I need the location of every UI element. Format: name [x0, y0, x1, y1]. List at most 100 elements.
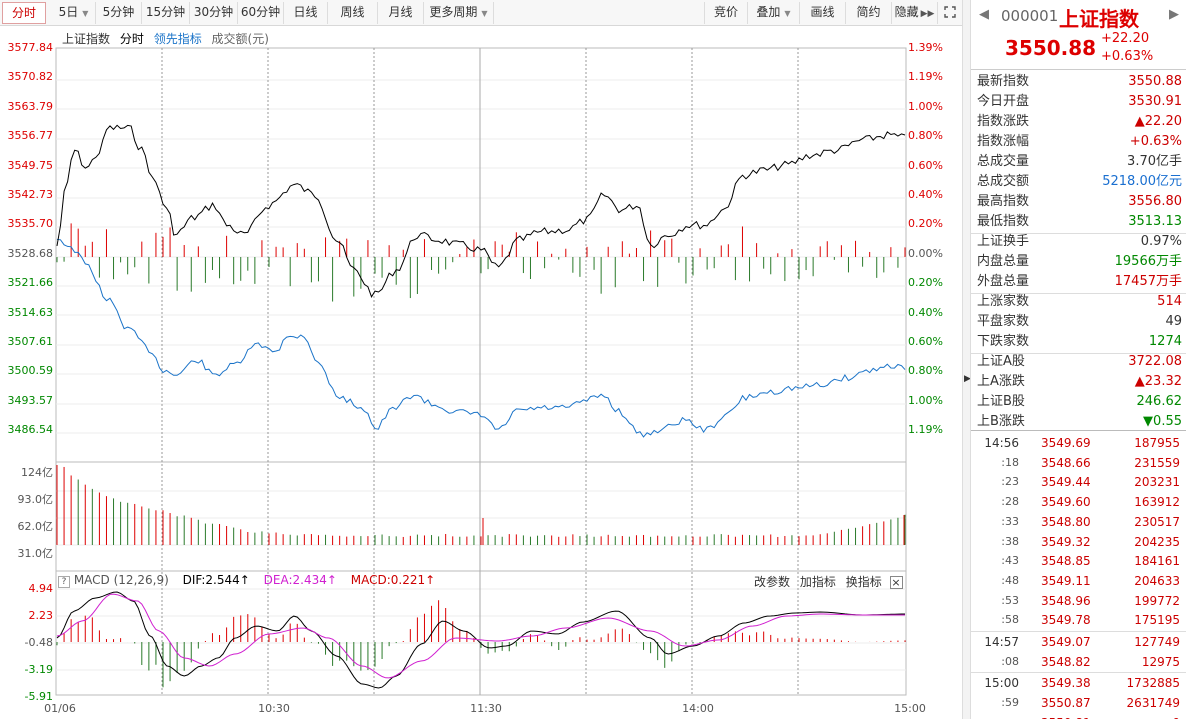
next-stock-icon[interactable]: ▶ — [1169, 7, 1179, 22]
divider — [971, 430, 1186, 431]
stat-row: 最低指数 3513.13 — [977, 212, 1182, 232]
percent-tick-label: 1.00% — [908, 99, 943, 113]
stat-value: 3556.80 — [1128, 194, 1182, 209]
legend-index-name: 上证指数 — [62, 32, 111, 46]
tick-price: 3549.07 — [1041, 635, 1091, 649]
tick-price: 3549.69 — [1041, 436, 1091, 450]
divider — [971, 631, 1186, 632]
edit-params-button[interactable]: 改参数 — [754, 575, 791, 589]
draw-line-button[interactable]: 画线 — [800, 2, 846, 24]
volume-tick-label: 124亿 — [21, 466, 53, 479]
price-tick-label: 3528.68 — [7, 246, 54, 260]
stat-label: 上证换手 — [977, 234, 1030, 249]
tick-price: 3549.44 — [1041, 475, 1091, 490]
percent-tick-label: 0.80% — [908, 129, 943, 143]
tick-row: :48 3549.11 204633 — [971, 571, 1186, 591]
price-tick-label: 3486.54 — [7, 423, 54, 437]
tab-5min[interactable]: 5分钟 — [96, 2, 142, 24]
legend-mode: 分时 — [119, 32, 144, 46]
tab-daily[interactable]: 日线 — [284, 2, 328, 24]
time-tick-label: 01/06 — [44, 702, 76, 715]
stat-row: 最高指数 3556.80 — [977, 192, 1182, 212]
tick-time: :38 — [1001, 534, 1019, 548]
tick-volume: 127749 — [1134, 635, 1180, 649]
tab-30min[interactable]: 30分钟 — [190, 2, 238, 24]
switch-indicator-button[interactable]: 换指标 — [845, 575, 882, 589]
add-indicator-button[interactable]: 加指标 — [799, 575, 836, 589]
tick-row: :18 3548.66 231559 — [971, 453, 1186, 473]
tick-price: 3549.32 — [1041, 534, 1091, 549]
stat-row: 上证A股 3722.08 — [977, 352, 1182, 372]
time-tick-label: 14:00 — [682, 702, 714, 715]
tab-intraday[interactable]: 分时 — [2, 2, 46, 24]
macd-title[interactable]: MACD (12,26,9) — [73, 573, 169, 587]
percent-tick-label: 1.19% — [908, 423, 943, 437]
time-tick-label: 10:30 — [258, 702, 290, 715]
percent-tick-label: 0.60% — [908, 158, 943, 172]
stat-row: 上A涨跌 ▲23.32 — [977, 372, 1182, 392]
divider — [971, 293, 1186, 294]
tick-row: :23 3549.44 203231 — [971, 472, 1186, 492]
prev-stock-icon[interactable]: ◀ — [979, 7, 989, 22]
price-tick-label: 3542.73 — [7, 188, 54, 201]
tab-15min[interactable]: 15分钟 — [142, 2, 190, 24]
tick-time: :58 — [1001, 613, 1019, 627]
stat-row: 内盘总量 19566万手 — [977, 252, 1182, 272]
hide-button[interactable]: 隐藏 ▶▶ — [892, 2, 938, 24]
tick-row: 3550.81 0 — [971, 713, 1186, 719]
tick-time: 14:57 — [984, 635, 1019, 649]
dea-line — [56, 593, 905, 679]
price-tick-label: 3563.79 — [7, 99, 54, 113]
collapse-arrow-icon[interactable]: ▶ — [964, 374, 971, 384]
tick-volume: 204633 — [1134, 573, 1180, 588]
stat-value: ▼0.55 — [1143, 414, 1182, 429]
percent-tick-label: 1.19% — [908, 70, 943, 84]
volume-tick-label: 31.0亿 — [17, 547, 54, 560]
tick-time: :08 — [1001, 654, 1019, 668]
panel-splitter[interactable]: ▶ — [962, 0, 971, 719]
percent-tick-label: 0.80% — [908, 364, 943, 378]
tick-price: 3548.96 — [1041, 593, 1091, 608]
macd-legend: ? MACD (12,26,9) DIF:2.544↑ DEA:2.434↑ M… — [58, 573, 435, 588]
tick-volume: 0 — [1172, 713, 1180, 719]
tab-5day[interactable]: 5日 ▼ — [52, 2, 96, 24]
stat-label: 今日开盘 — [977, 94, 1030, 109]
macd-actions: 改参数 加指标 换指标 × — [754, 573, 903, 590]
auction-button[interactable]: 竞价 — [704, 2, 748, 24]
tab-weekly[interactable]: 周线 — [328, 2, 378, 24]
tick-volume: 12975 — [1141, 654, 1180, 669]
tick-volume: 199772 — [1134, 593, 1180, 608]
chevron-down-icon: ▼ — [784, 9, 791, 18]
price-tick-label: 3507.61 — [7, 335, 54, 348]
stat-value: 3550.88 — [1128, 74, 1182, 89]
stat-label: 上证A股 — [977, 354, 1025, 369]
stat-row: 最新指数 3550.88 — [977, 72, 1182, 92]
tab-60min[interactable]: 60分钟 — [238, 2, 284, 24]
quote-header: ◀ 000001 上证指数 ▶ 3550.88 +22.20 +0.63% — [971, 0, 1186, 70]
index-price-line — [56, 124, 906, 298]
tick-time: :53 — [1001, 593, 1019, 607]
stat-value: 3722.08 — [1128, 354, 1182, 369]
stat-row: 上涨家数 514 — [977, 292, 1182, 312]
double-chevron-right-icon: ▶▶ — [920, 9, 935, 19]
tick-time: 14:56 — [984, 436, 1019, 450]
price-change: +22.20 — [1101, 31, 1150, 46]
stat-value: +0.63% — [1129, 134, 1182, 149]
close-icon[interactable]: × — [889, 576, 903, 589]
overlay-button[interactable]: 叠加 ▼ — [748, 2, 800, 24]
price-gridlines — [56, 79, 906, 434]
help-icon[interactable]: ? — [58, 576, 70, 588]
simple-button[interactable]: 简约 — [846, 2, 892, 24]
price-tick-label: 3535.70 — [7, 217, 54, 231]
legend-lead-indicator[interactable]: 领先指标 — [153, 32, 202, 46]
tick-volume: 2631749 — [1126, 696, 1180, 711]
tab-monthly[interactable]: 月线 — [378, 2, 424, 24]
fullscreen-icon[interactable] — [940, 2, 960, 24]
chart-canvas[interactable] — [0, 26, 962, 719]
stat-value: 17457万手 — [1114, 274, 1182, 289]
stat-label: 指数涨跌 — [977, 114, 1030, 129]
tick-volume: 1732885 — [1126, 676, 1180, 691]
stat-row: 总成交量 3.70亿手 — [977, 152, 1182, 172]
tab-more-periods[interactable]: 更多周期 ▼ — [424, 2, 494, 24]
intraday-chart[interactable]: 上证指数 分时 领先指标 成交额(元) ? MACD (12,26,9) DIF… — [0, 26, 962, 719]
